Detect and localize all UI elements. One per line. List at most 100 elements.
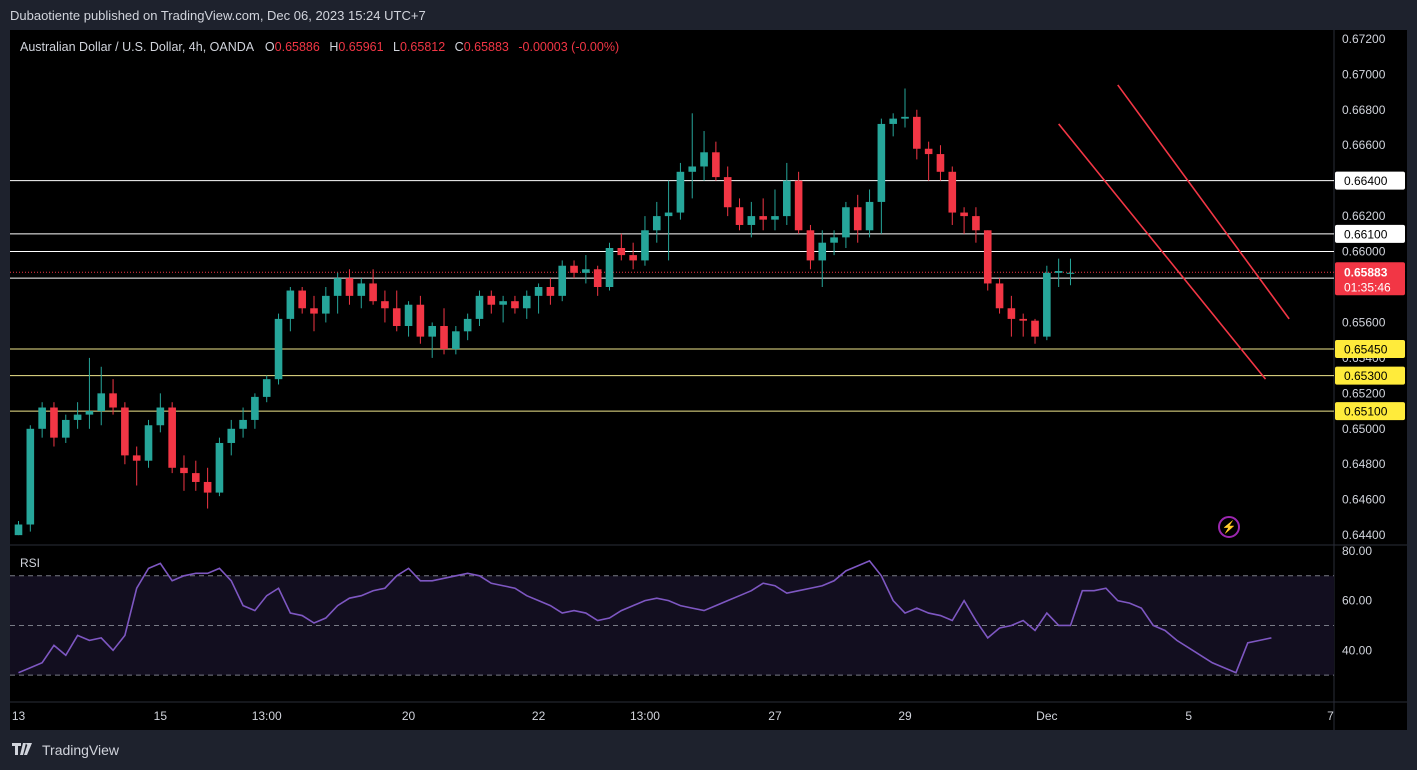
level-label-text: 0.66400 bbox=[1344, 174, 1388, 188]
candle-body bbox=[865, 201, 874, 231]
price-chart-svg[interactable]: 0.67200 0.67000 0.66800 0.66600 0.66400 0.662… bbox=[10, 30, 1407, 730]
level-label-box bbox=[1335, 402, 1405, 421]
current-price-label: 0.65883 bbox=[1344, 265, 1388, 279]
candle-body bbox=[924, 148, 933, 155]
candle-body bbox=[322, 295, 330, 314]
candle-body bbox=[972, 216, 980, 231]
candle-body bbox=[192, 473, 200, 482]
candle-body bbox=[144, 425, 153, 461]
price-tick-label: 0.66200 bbox=[1342, 209, 1386, 223]
candle-body bbox=[818, 242, 827, 261]
candle-body bbox=[61, 419, 70, 438]
candle-body bbox=[227, 428, 236, 443]
candle-body bbox=[830, 237, 838, 243]
price-tick-label: 0.67200 bbox=[1342, 32, 1386, 46]
level-label-text: 0.65300 bbox=[1344, 369, 1388, 383]
open-label: O bbox=[264, 40, 275, 54]
change-value: -0.00003 (-0.00%) bbox=[518, 40, 620, 54]
candle-body bbox=[534, 287, 543, 296]
rsi-line bbox=[18, 559, 1272, 674]
candle-body bbox=[97, 393, 106, 412]
level-label-text: 0.65450 bbox=[1344, 343, 1388, 357]
candle-body bbox=[333, 278, 342, 296]
symbol-label: Australian Dollar / U.S. Dollar, 4h, OAN… bbox=[20, 40, 254, 54]
candle-body bbox=[1031, 320, 1039, 337]
high-value: 0.65961 bbox=[338, 40, 384, 54]
candle-body bbox=[369, 283, 377, 302]
candle-body bbox=[215, 442, 224, 493]
candle-body bbox=[50, 407, 58, 438]
current-price-box bbox=[1335, 262, 1405, 296]
low-value: 0.65812 bbox=[399, 40, 446, 54]
time-tick-label: 5 bbox=[1185, 709, 1192, 723]
candle-body bbox=[723, 177, 732, 208]
open-value: 0.65886 bbox=[274, 40, 320, 54]
candle-body bbox=[499, 301, 507, 305]
candle-body bbox=[546, 287, 555, 296]
candle-body bbox=[1007, 308, 1016, 319]
candle-body bbox=[463, 318, 472, 332]
candle-body bbox=[416, 304, 425, 337]
candle-body bbox=[664, 212, 673, 217]
candle-body bbox=[251, 396, 259, 420]
candle-body bbox=[913, 116, 921, 149]
candle-body bbox=[712, 152, 720, 178]
candle-body bbox=[747, 216, 756, 225]
candle-body bbox=[842, 207, 850, 238]
candle-body bbox=[310, 308, 318, 314]
candle-body bbox=[428, 325, 436, 337]
candle-body bbox=[794, 180, 803, 231]
candle-body bbox=[487, 295, 496, 305]
candle-body bbox=[274, 318, 283, 380]
price-tick-label: 0.65000 bbox=[1342, 422, 1386, 436]
time-tick-label: 22 bbox=[532, 709, 546, 723]
candle-body bbox=[345, 278, 354, 296]
candle-body bbox=[357, 283, 366, 296]
candle-body bbox=[109, 393, 117, 408]
price-tick-label: 0.64800 bbox=[1342, 457, 1386, 471]
candle-body bbox=[203, 481, 212, 493]
price-tick-label: 0.66600 bbox=[1342, 138, 1386, 152]
level-label-text: 0.66100 bbox=[1344, 227, 1388, 241]
rsi-tick-label: 40.00 bbox=[1342, 643, 1372, 657]
level-label-box bbox=[1335, 224, 1405, 243]
time-tick-label: 13 bbox=[12, 709, 26, 723]
high-label: H bbox=[329, 40, 339, 54]
close-value: 0.65883 bbox=[463, 40, 509, 54]
level-label-box bbox=[1335, 171, 1405, 190]
countdown-label: 01:35:46 bbox=[1344, 280, 1391, 294]
candle-body bbox=[239, 419, 247, 429]
candle-body bbox=[783, 180, 791, 217]
candle-body bbox=[759, 216, 767, 220]
chart-legend: Australian Dollar / U.S. Dollar, 4h, OAN… bbox=[20, 40, 619, 54]
chart-frame[interactable]: 0.67200 0.67000 0.66800 0.66600 0.66400 0.662… bbox=[10, 30, 1407, 730]
tradingview-brand[interactable]: TradingView bbox=[12, 742, 119, 758]
price-tick-label: 0.64600 bbox=[1342, 493, 1386, 507]
candle-body bbox=[38, 407, 46, 429]
candle-body bbox=[1043, 272, 1051, 337]
candle-body bbox=[73, 414, 82, 420]
candle-body bbox=[1054, 271, 1063, 273]
candle-body bbox=[593, 269, 602, 287]
publisher-line: Dubaotiente published on TradingView.com… bbox=[10, 8, 426, 23]
candle-body bbox=[853, 207, 862, 231]
rsi-pane-label: RSI bbox=[20, 556, 41, 570]
candle-body bbox=[806, 230, 815, 261]
candle-body bbox=[582, 269, 590, 273]
candle-body bbox=[688, 166, 697, 172]
candle-body bbox=[617, 248, 626, 256]
publish-header: Dubaotiente published on TradingView.com… bbox=[0, 0, 1417, 30]
candle-body bbox=[901, 116, 909, 119]
footer: TradingView bbox=[0, 730, 1417, 770]
candle-body bbox=[452, 331, 460, 350]
level-label-box bbox=[1335, 366, 1405, 385]
time-tick-label: 15 bbox=[154, 709, 168, 723]
candle-body bbox=[440, 325, 448, 350]
candle-body bbox=[381, 301, 389, 309]
candle-body bbox=[522, 295, 531, 309]
lightning-icon[interactable]: ⚡ bbox=[1218, 516, 1240, 538]
candle-body bbox=[180, 467, 188, 474]
level-label-box bbox=[1335, 340, 1405, 359]
candle-body bbox=[652, 216, 661, 231]
candle-body bbox=[85, 411, 94, 415]
